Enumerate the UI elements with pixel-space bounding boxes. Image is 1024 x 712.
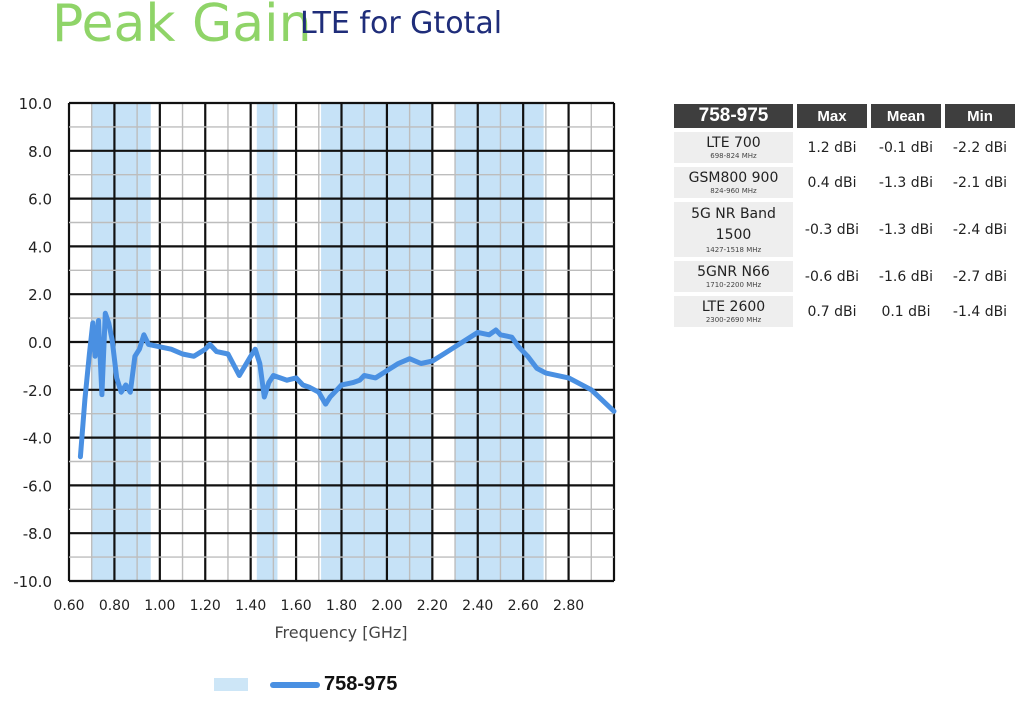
y-tick-label: -8.0 — [23, 525, 52, 543]
band-cell: LTE 2600 2300-2690 MHz — [674, 296, 793, 327]
min-value: -2.4 dBi — [952, 221, 1008, 238]
mean-value: -1.6 dBi — [878, 268, 934, 285]
band-name: LTE 700 — [706, 135, 761, 151]
x-tick-label: 1.80 — [326, 598, 357, 614]
mean-column-header: Mean — [871, 104, 941, 128]
x-tick-label: 2.00 — [371, 598, 402, 614]
mean-value: -1.3 dBi — [878, 221, 934, 238]
band-name: 5G NR Band 1500 — [691, 206, 776, 243]
band-column-header: 758-975 — [674, 104, 793, 128]
y-tick-label: 8.0 — [28, 143, 52, 161]
min-value: -2.2 dBi — [952, 139, 1008, 156]
max-column-header: Max — [797, 104, 867, 128]
table-row: 5G NR Band 1500 1427-1518 MHz -0.3 dBi -… — [674, 202, 1015, 257]
x-tick-label: 1.40 — [235, 598, 266, 614]
series-lines — [77, 310, 617, 460]
gain-stats-panel: 758-975 Max Mean Min LTE 700 698-824 MHz… — [674, 100, 1024, 331]
page-subtitle: LTE for Gtotal — [300, 6, 503, 41]
min-value: -2.1 dBi — [952, 174, 1008, 191]
band-cell: 5GNR N66 1710-2200 MHz — [674, 261, 793, 292]
band-name: LTE 2600 — [701, 299, 766, 315]
page-title: Peak Gain — [52, 0, 312, 54]
x-tick-label: 1.20 — [190, 598, 221, 614]
y-tick-label: -2.0 — [23, 382, 52, 400]
series-line — [77, 310, 617, 460]
min-value: -1.4 dBi — [952, 303, 1008, 320]
x-axis-ticks: 0.60 0.80 1.00 1.20 1.40 1.60 1.80 2.00 2.20 2.40… — [53, 598, 584, 614]
band-shade-swatch — [214, 678, 248, 691]
table-row: 5GNR N66 1710-2200 MHz -0.6 dBi -1.6 dBi… — [674, 261, 1015, 292]
max-value: 0.4 dBi — [807, 174, 857, 191]
band-range: 824-960 MHz — [710, 187, 757, 195]
min-value: -2.7 dBi — [952, 268, 1008, 285]
y-tick-label: -10.0 — [13, 573, 52, 591]
table-row: LTE 2600 2300-2690 MHz 0.7 dBi 0.1 dBi -… — [674, 296, 1015, 327]
band-cell: 5G NR Band 1500 1427-1518 MHz — [674, 202, 793, 257]
y-tick-label: 4.0 — [28, 238, 52, 256]
band-range: 1710-2200 MHz — [705, 281, 762, 289]
chart-grid — [67, 101, 616, 583]
x-tick-label: 2.20 — [417, 598, 448, 614]
x-tick-label: 1.00 — [144, 598, 175, 614]
x-tick-label: 1.60 — [280, 598, 311, 614]
series-line-swatch — [270, 682, 320, 688]
max-value: -0.3 dBi — [804, 221, 860, 238]
legend-series-label: 758-975 — [324, 673, 398, 695]
x-tick-label: 0.60 — [53, 598, 84, 614]
band-range: 2300-2690 MHz — [705, 316, 762, 324]
band-range: 698-824 MHz — [710, 152, 757, 160]
x-tick-label: 2.40 — [462, 598, 493, 614]
max-value: 0.7 dBi — [807, 303, 857, 320]
min-column-header: Min — [945, 104, 1015, 128]
mean-value: -1.3 dBi — [878, 174, 934, 191]
band-range: 1427-1518 MHz — [705, 246, 762, 254]
max-value: 1.2 dBi — [807, 139, 857, 156]
band-name: GSM800 900 — [688, 170, 779, 186]
band-cell: LTE 700 698-824 MHz — [674, 132, 793, 163]
y-axis-ticks: 10.0 8.0 6.0 4.0 2.0 0.0 -2.0 -4.0 -6.0 -8.0 -10.0 — [13, 95, 52, 591]
mean-value: -0.1 dBi — [878, 139, 934, 156]
x-axis-label: Frequency [GHz] — [274, 623, 407, 642]
x-tick-label: 2.60 — [508, 598, 539, 614]
band-cell: GSM800 900 824-960 MHz — [674, 167, 793, 198]
y-tick-label: 0.0 — [28, 334, 52, 352]
gain-stats-table: 758-975 Max Mean Min LTE 700 698-824 MHz… — [670, 100, 1019, 331]
table-row: GSM800 900 824-960 MHz 0.4 dBi -1.3 dBi … — [674, 167, 1015, 198]
band-name: 5GNR N66 — [697, 264, 770, 280]
table-row: LTE 700 698-824 MHz 1.2 dBi -0.1 dBi -2.… — [674, 132, 1015, 163]
y-tick-label: 6.0 — [28, 191, 52, 209]
y-tick-label: -4.0 — [23, 430, 52, 448]
y-tick-label: 2.0 — [28, 286, 52, 304]
max-value: -0.6 dBi — [804, 268, 860, 285]
y-tick-label: -6.0 — [23, 477, 52, 495]
x-tick-label: 2.80 — [553, 598, 584, 614]
x-tick-label: 0.80 — [99, 598, 130, 614]
mean-value: 0.1 dBi — [881, 303, 931, 320]
y-tick-label: 10.0 — [19, 95, 52, 113]
peak-gain-chart: 10.0 8.0 6.0 4.0 2.0 0.0 -2.0 -4.0 -6.0 -8.0 -10.0… — [13, 95, 617, 642]
